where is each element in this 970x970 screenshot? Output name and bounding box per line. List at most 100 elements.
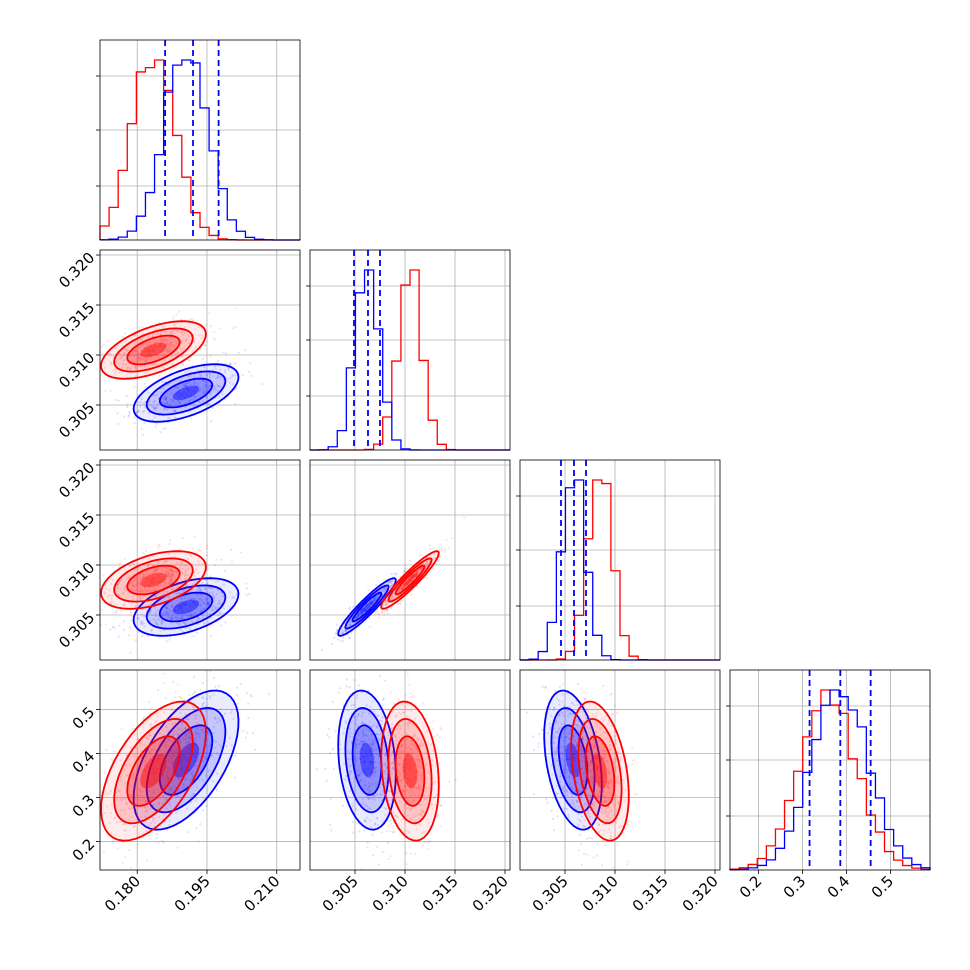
frame [729,669,931,871]
contour-red-1 [577,718,623,825]
contour-blue-2 [351,591,383,623]
x-tick-label: 0.4 [824,872,854,902]
y-tick-label: 0.310 [55,349,98,392]
contour-red-2 [394,735,426,807]
contour-blue-3 [172,599,200,615]
contour-red-1 [387,557,433,603]
contour-red-0 [100,320,207,380]
x-tick-label: 0.305 [319,872,362,915]
y-tick-label: 0.305 [55,399,98,442]
contour-blue-3 [359,599,375,615]
x-tick-label: 0.315 [629,872,672,915]
x-tick-label: 0.180 [101,872,144,915]
frame [99,669,301,871]
contour-red-3 [140,572,167,588]
hist-red-2 [520,479,720,661]
contour-blue-0 [132,577,240,637]
y-tick-label: 0.315 [55,299,98,342]
scatter-panel-0-3 [99,669,301,871]
contour-red-0 [100,550,207,610]
x-tick-label: 0.210 [240,872,283,915]
hist-panel-2 [516,459,721,661]
contour-blue-0 [543,689,603,831]
contour-red-3 [140,753,167,789]
contour-red-0 [100,700,207,842]
scatter-panel-0-1 [99,249,301,451]
contour-blue-2 [158,377,214,409]
x-tick-label: 0.5 [868,872,898,902]
scatter-panel-0-2 [99,459,301,661]
hist-blue-1 [309,269,510,451]
grid [520,670,720,870]
panel-content [310,460,510,660]
panel-content [100,250,300,450]
contour-red-2 [394,564,426,596]
contour-blue-3 [172,385,200,401]
contour-blue-1 [344,584,390,630]
y-tick-label: 0.305 [55,609,98,652]
contour-red-1 [113,717,194,825]
scatter-points-red [554,683,639,869]
x-tick-label: 0.320 [469,872,512,915]
y-tick-label: 0.315 [55,509,98,552]
contour-red-2 [584,735,616,807]
x-tick-label: 0.310 [579,872,622,915]
contour-red-3 [402,572,418,588]
hist-panel-3 [726,669,931,871]
y-tick-label: 0.320 [55,459,98,502]
frame [309,459,511,661]
scatter-panel-2-3 [519,669,721,871]
y-tick-label: 0.4 [69,747,99,777]
contour-red-3 [592,753,608,789]
hist-panel-1 [306,249,511,451]
grid [730,670,930,870]
x-tick-label: 0.320 [679,872,722,915]
y-tick-label: 0.310 [55,559,98,602]
x-tick-label: 0.195 [171,872,214,915]
panel-content [520,670,720,870]
x-tick-label: 0.310 [369,872,412,915]
frame [519,459,721,661]
scatter-panel-1-2 [309,459,511,661]
contour-red-3 [140,342,167,358]
frame [99,39,301,241]
y-tick-label: 0.320 [55,249,98,292]
contour-blue-3 [565,742,581,778]
y-tick-label: 0.2 [69,835,99,865]
contour-red-2 [126,564,181,596]
x-tick-label: 0.305 [529,872,572,915]
scatter-points-red [100,535,243,626]
contour-red-2 [126,735,181,807]
y-tick-label: 0.5 [69,703,99,733]
x-tick-label: 0.3 [780,872,810,902]
panel-content [100,670,300,870]
y-tick-label: 0.3 [69,791,99,821]
frame [309,249,511,451]
contour-red-2 [126,334,181,366]
frame [519,669,721,871]
contour-red-3 [402,753,418,789]
contour-blue-2 [351,724,383,796]
contour-blue-1 [145,584,227,630]
contour-red-0 [380,700,440,842]
contour-blue-0 [132,363,240,423]
contour-blue-0 [337,689,397,831]
panel-content [310,670,510,870]
panel-content [100,460,300,660]
x-tick-label: 0.315 [419,872,462,915]
contour-red-1 [113,557,194,603]
frame [309,669,511,871]
contour-red-1 [113,327,194,373]
hist-blue-3 [729,689,931,871]
contour-blue-1 [145,370,227,416]
hist-panel-0 [96,39,301,241]
hist-red-1 [310,269,510,451]
contour-red-0 [570,700,630,842]
scatter-panel-1-3 [309,669,511,871]
frame [99,459,301,661]
hist-red-3 [729,689,931,871]
x-tick-label: 0.2 [736,872,766,902]
contour-blue-3 [359,742,375,778]
frame [99,249,301,451]
